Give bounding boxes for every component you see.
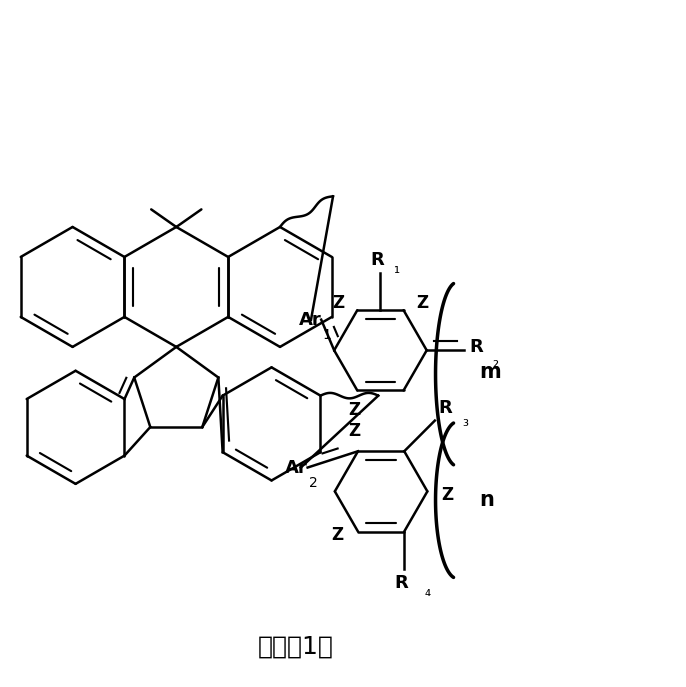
Text: Z: Z [331,526,344,544]
Text: 通式（1）: 通式（1） [257,635,333,659]
Text: R: R [438,399,452,417]
Text: 2: 2 [309,475,318,490]
Text: ₄: ₄ [425,584,431,599]
Text: R: R [370,251,384,269]
Text: m: m [479,362,501,382]
Text: Z: Z [442,486,454,504]
Text: Z: Z [348,401,360,418]
Text: R: R [469,338,484,356]
Text: R: R [394,574,407,592]
Text: n: n [479,491,494,510]
Text: ₂: ₂ [493,355,499,370]
Text: ₃: ₃ [462,414,468,429]
Text: Z: Z [348,422,361,440]
Text: Z: Z [332,294,344,313]
Text: Z: Z [416,294,429,313]
Text: Ar: Ar [285,458,307,477]
Text: 1: 1 [322,328,331,341]
Text: ₁: ₁ [392,261,399,276]
Text: Ar: Ar [298,311,321,328]
